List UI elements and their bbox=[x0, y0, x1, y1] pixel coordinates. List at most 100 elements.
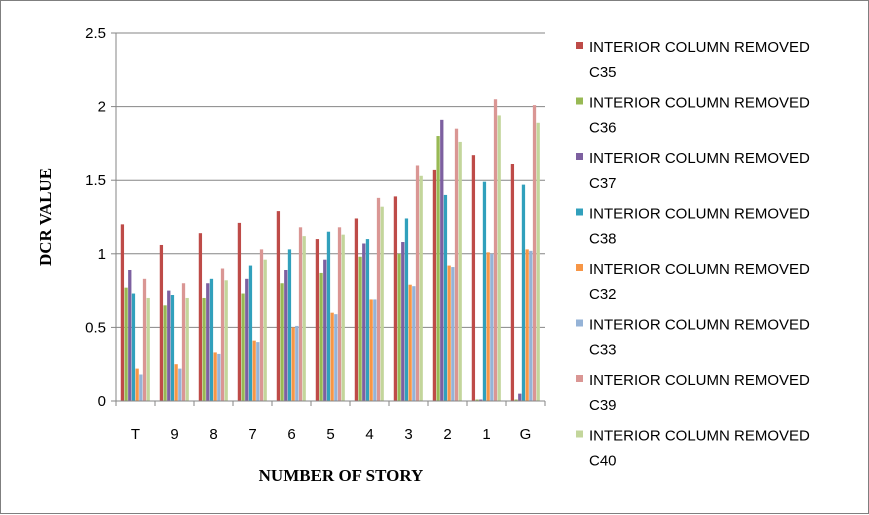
bar bbox=[341, 234, 345, 401]
bar bbox=[362, 243, 366, 401]
bar bbox=[224, 280, 228, 401]
legend-swatch bbox=[576, 208, 583, 216]
y-tick-label: 0.5 bbox=[85, 319, 106, 336]
bar bbox=[287, 249, 292, 401]
x-axis-title: NUMBER OF STORY bbox=[259, 466, 424, 485]
x-tick-label: 9 bbox=[170, 426, 178, 443]
bar bbox=[475, 399, 479, 401]
bar bbox=[447, 265, 451, 401]
bar bbox=[178, 368, 182, 401]
legend-swatch bbox=[576, 319, 583, 327]
legend-label: INTERIOR COLUMN REMOVED C32 bbox=[589, 261, 810, 303]
x-tick-label: 3 bbox=[404, 426, 412, 443]
bar bbox=[536, 122, 540, 402]
bar bbox=[471, 155, 476, 401]
bar bbox=[440, 119, 444, 402]
bar bbox=[248, 265, 253, 401]
y-tick-label: 0 bbox=[98, 393, 106, 410]
x-tick-label: 5 bbox=[326, 426, 334, 443]
legend-swatch bbox=[576, 153, 583, 160]
bar bbox=[337, 227, 342, 401]
bar bbox=[373, 299, 377, 401]
bar bbox=[170, 295, 175, 401]
y-axis-title: DCR VALUE bbox=[36, 168, 55, 266]
bar bbox=[181, 283, 186, 401]
legend-swatch bbox=[576, 97, 583, 105]
x-tick-label: 6 bbox=[287, 426, 295, 443]
bar bbox=[529, 250, 533, 401]
axes: 0 0.5 1 1.5 2 2.5 T 9 8 7 6 5 4 3 2 1 G bbox=[85, 25, 546, 443]
bar bbox=[479, 399, 483, 401]
bar bbox=[131, 293, 136, 401]
bar bbox=[213, 352, 217, 401]
bar bbox=[380, 206, 384, 401]
bar bbox=[518, 393, 522, 401]
bar bbox=[252, 340, 256, 401]
bar bbox=[451, 267, 455, 401]
bar bbox=[206, 283, 210, 401]
bar bbox=[419, 175, 423, 401]
bar bbox=[490, 253, 494, 401]
bar bbox=[525, 249, 529, 401]
bar bbox=[120, 224, 125, 401]
legend-swatch bbox=[576, 42, 583, 49]
legend-swatch bbox=[576, 375, 583, 382]
bar bbox=[298, 227, 303, 401]
bar bbox=[415, 165, 420, 401]
bar bbox=[454, 128, 459, 401]
y-tick-label: 1 bbox=[98, 246, 106, 263]
bar bbox=[458, 141, 462, 402]
bar bbox=[263, 259, 267, 401]
plot-area bbox=[116, 32, 545, 328]
bar bbox=[365, 239, 370, 401]
bar bbox=[142, 278, 147, 401]
bar bbox=[295, 325, 299, 401]
bar bbox=[209, 278, 214, 401]
bar bbox=[319, 272, 323, 401]
bar bbox=[284, 269, 288, 401]
bar bbox=[220, 268, 225, 401]
legend-label: INTERIOR COLUMN REMOVED C39 bbox=[589, 372, 810, 414]
legend-label: INTERIOR COLUMN REMOVED C38 bbox=[589, 206, 810, 248]
bar bbox=[521, 184, 526, 401]
bar bbox=[315, 239, 320, 401]
bar bbox=[532, 105, 537, 402]
y-tick-label: 1.5 bbox=[85, 172, 106, 189]
x-tick-label: T bbox=[131, 426, 140, 443]
bar bbox=[237, 222, 242, 401]
bar bbox=[393, 196, 398, 401]
legend: INTERIOR COLUMN REMOVED C35 INTERIOR COLUM… bbox=[576, 39, 810, 470]
legend-swatch bbox=[576, 264, 583, 271]
bar bbox=[326, 231, 331, 401]
bar bbox=[167, 290, 171, 401]
bar bbox=[163, 305, 167, 401]
bar bbox=[185, 297, 189, 401]
legend-label: INTERIOR COLUMN REMOVED C37 bbox=[589, 150, 810, 192]
bar bbox=[276, 211, 281, 401]
bar bbox=[497, 115, 501, 401]
bar bbox=[323, 259, 327, 401]
bar bbox=[256, 342, 260, 401]
bar bbox=[354, 218, 359, 401]
bar bbox=[217, 353, 221, 401]
x-tick-label: 1 bbox=[482, 426, 490, 443]
x-tick-label: G bbox=[520, 426, 532, 443]
legend-label: INTERIOR COLUMN REMOVED C33 bbox=[589, 317, 810, 359]
bar bbox=[432, 169, 437, 401]
y-tick-label: 2.5 bbox=[85, 25, 106, 42]
bar bbox=[241, 293, 245, 401]
bar bbox=[245, 278, 249, 401]
bar bbox=[334, 314, 338, 401]
legend-label: INTERIOR COLUMN REMOVED C35 bbox=[589, 39, 810, 81]
bar bbox=[397, 253, 401, 401]
bar bbox=[376, 197, 381, 401]
bar bbox=[358, 256, 362, 401]
bar bbox=[401, 242, 405, 401]
bar bbox=[514, 399, 518, 401]
bars bbox=[120, 99, 540, 402]
bar bbox=[280, 283, 284, 401]
x-tick-label: 2 bbox=[443, 426, 451, 443]
bar bbox=[124, 287, 128, 401]
